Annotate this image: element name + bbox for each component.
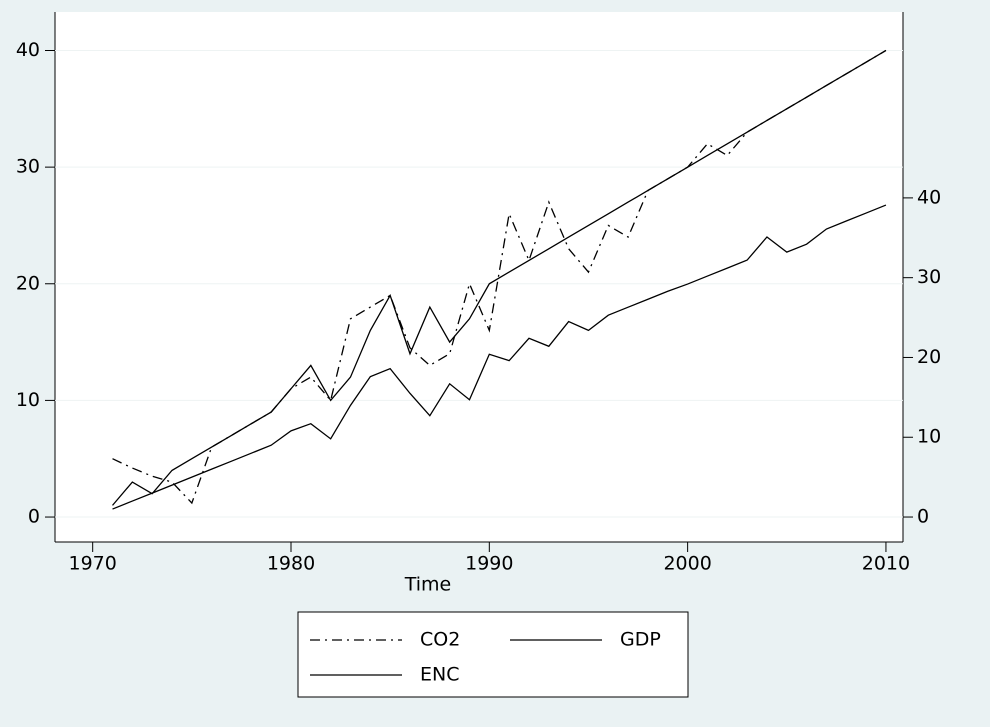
y2-tick-label: 20 bbox=[917, 346, 941, 368]
x-tick-label: 2000 bbox=[663, 553, 711, 575]
y-tick-label: 40 bbox=[16, 39, 40, 61]
legend-label: GDP bbox=[620, 629, 661, 651]
x-tick-label: 1980 bbox=[267, 553, 315, 575]
x-tick-label: 1970 bbox=[69, 553, 117, 575]
line-series bbox=[112, 204, 887, 510]
y2-tick-label: 30 bbox=[917, 266, 941, 288]
y-tick-label: 10 bbox=[16, 389, 40, 411]
x-tick-label: 2010 bbox=[862, 553, 910, 575]
plot-area bbox=[55, 12, 903, 542]
legend bbox=[297, 611, 689, 698]
y-tick-label: 20 bbox=[16, 272, 40, 294]
y-tick-label: 0 bbox=[28, 506, 40, 528]
legend-label: CO2 bbox=[420, 629, 460, 651]
x-axis-title: Time bbox=[404, 574, 452, 596]
legend-label: ENC bbox=[420, 664, 459, 686]
y2-tick-label: 10 bbox=[917, 426, 941, 448]
y2-tick-label: 0 bbox=[917, 506, 929, 528]
x-tick-label: 1990 bbox=[465, 553, 513, 575]
y2-tick-label: 40 bbox=[917, 186, 941, 208]
y-tick-label: 30 bbox=[16, 156, 40, 178]
line-series bbox=[112, 49, 887, 506]
